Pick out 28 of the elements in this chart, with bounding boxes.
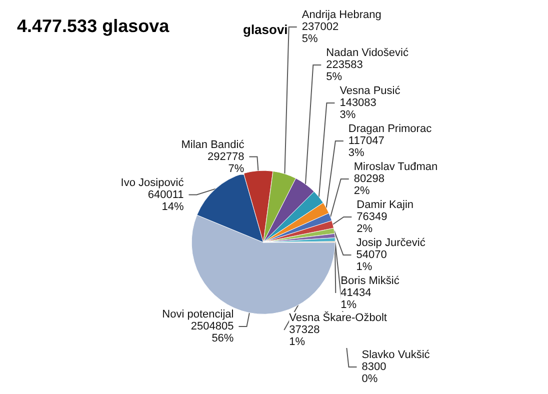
slice-label: Vesna Škare-Ožbolt xyxy=(289,311,387,324)
chart-title: 4.477.533 glasova xyxy=(17,16,170,36)
slice-label: Nadan Vidošević xyxy=(326,47,409,59)
text: glasovi xyxy=(243,22,288,37)
slice-label: Novi potencijal xyxy=(162,308,234,321)
data-label: 143083 3% xyxy=(340,97,376,121)
data-label: 117047 3% xyxy=(348,135,384,159)
data-label: 237002 5% xyxy=(302,21,339,45)
slice-label: Slavko Vukšić xyxy=(362,349,430,361)
data-label: 223583 5% xyxy=(326,59,363,83)
slice-label: Andrija Hebrang xyxy=(302,9,382,21)
slice-label: Boris Mikšić xyxy=(340,275,400,287)
data-label: 41434 1% xyxy=(340,287,372,311)
slice-label: Josip Jurčević xyxy=(356,237,426,249)
data-label: 54070 1% xyxy=(356,249,387,273)
data-label: 37328 1% xyxy=(289,324,320,348)
data-label: 2504805 56% xyxy=(190,320,234,345)
slice-label: Vesna Pusić xyxy=(340,85,401,97)
slice-label: Ivo Josipović xyxy=(120,176,184,189)
data-label: 640011 14% xyxy=(148,188,184,213)
slice-label: Miroslav Tuđman xyxy=(354,161,438,173)
slice-label: Dragan Primorac xyxy=(348,123,432,135)
slice-label: Damir Kajin xyxy=(356,199,414,211)
data-label: 76349 2% xyxy=(356,211,388,235)
slice-label: Milan Bandić xyxy=(181,138,245,151)
data-label: 80298 2% xyxy=(354,173,384,197)
data-label: 292778 7% xyxy=(207,150,244,175)
data-label: 8300 0% xyxy=(362,361,386,385)
